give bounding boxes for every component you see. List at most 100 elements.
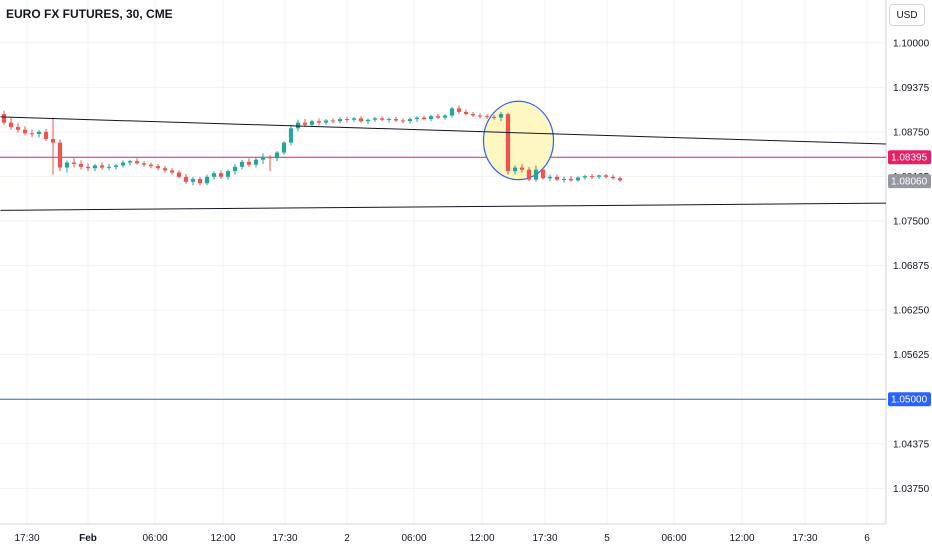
x-tick-label: 06:00 xyxy=(401,533,426,544)
x-tick-label: 06:00 xyxy=(661,533,686,544)
candle-body xyxy=(57,142,63,168)
x-tick-label: Feb xyxy=(79,533,97,544)
price-tag-label: 1.08395 xyxy=(891,153,928,164)
price-tag-bg xyxy=(888,150,931,165)
candle-body xyxy=(442,115,448,118)
price-tag: 1.08060 xyxy=(888,174,931,189)
price-tag: 1.08395 xyxy=(888,150,931,165)
price-tag-label: 1.05000 xyxy=(891,395,928,406)
candle-body xyxy=(85,166,91,169)
candle-body xyxy=(596,175,602,177)
candle-body xyxy=(148,164,154,167)
candle-body xyxy=(547,176,553,179)
candle-body xyxy=(358,118,364,122)
candle-body xyxy=(260,156,266,160)
candle-body xyxy=(407,119,413,122)
x-tick-label: 17:30 xyxy=(272,533,297,544)
candle-body xyxy=(64,162,70,168)
candle-body xyxy=(71,162,77,164)
y-tick-label: 1.06250 xyxy=(893,306,930,317)
candle-body xyxy=(183,176,189,182)
price-tag-bg xyxy=(888,174,931,189)
candle-body xyxy=(232,166,238,172)
candle-body xyxy=(568,178,574,181)
candle-body xyxy=(113,165,119,167)
candle-body xyxy=(617,178,623,181)
candle-body xyxy=(239,161,245,167)
candle-body xyxy=(302,122,308,125)
y-tick-label: 1.10000 xyxy=(893,38,930,49)
candle-body xyxy=(78,163,84,167)
candle-body xyxy=(134,161,140,164)
candle-body xyxy=(211,173,217,177)
candle-body xyxy=(589,176,595,178)
candle-body xyxy=(323,120,329,123)
candle-body xyxy=(379,118,385,120)
candle-body xyxy=(603,175,609,177)
candle-body xyxy=(582,176,588,178)
candle-body xyxy=(127,161,133,163)
candle-body xyxy=(288,128,294,143)
price-tag-bg xyxy=(888,392,931,407)
candle-body xyxy=(344,119,350,121)
x-tick-label: 17:30 xyxy=(532,533,557,544)
price-tag-label: 1.08060 xyxy=(891,177,928,188)
x-tick-label: 17:30 xyxy=(14,533,39,544)
candle-body xyxy=(141,163,147,165)
candle-body xyxy=(575,177,581,181)
candle-body xyxy=(316,121,322,123)
candle-body xyxy=(561,178,567,180)
candle-body xyxy=(22,129,28,134)
candle-body xyxy=(491,116,497,118)
y-tick-label: 1.03750 xyxy=(893,484,930,495)
y-tick-label: 1.04375 xyxy=(893,439,930,450)
highlight-ellipse xyxy=(482,100,555,181)
candle-body xyxy=(463,111,469,115)
candle-body xyxy=(197,178,203,184)
candle-body xyxy=(526,169,532,180)
candle-body xyxy=(400,120,406,122)
candle-body xyxy=(421,117,427,120)
candle-body xyxy=(533,169,539,180)
candle-body xyxy=(295,122,301,129)
candle-body xyxy=(477,115,483,117)
candle-body xyxy=(449,108,455,116)
candle-body xyxy=(484,116,490,118)
currency-button[interactable]: USD xyxy=(889,4,925,26)
x-tick-label: 12:00 xyxy=(729,533,754,544)
candle-body xyxy=(50,139,56,143)
candle-body xyxy=(204,176,210,184)
y-tick-label: 1.08750 xyxy=(893,127,930,138)
trendline xyxy=(0,116,887,145)
candle-body xyxy=(351,118,357,120)
candle-body xyxy=(253,159,259,165)
candle-body xyxy=(435,116,441,118)
candle-body xyxy=(8,122,14,127)
x-tick-label: 2 xyxy=(344,533,350,544)
chart-title: EURO FX FUTURES, 30, CME xyxy=(6,7,173,21)
candle-body xyxy=(120,162,126,166)
candle-body xyxy=(386,119,392,121)
candle-body xyxy=(498,114,504,118)
y-tick-label: 1.05625 xyxy=(893,350,930,361)
candle-body xyxy=(29,133,35,135)
candle-body xyxy=(554,176,560,180)
candle-body xyxy=(246,161,252,165)
candle-body xyxy=(162,168,168,171)
candle-body xyxy=(512,167,518,172)
candle-body xyxy=(155,166,161,169)
trendline xyxy=(0,202,887,211)
candle-body xyxy=(190,178,196,182)
candle-body xyxy=(519,167,525,170)
x-tick-label: 5 xyxy=(604,533,610,544)
x-tick-label: 17:30 xyxy=(792,533,817,544)
candle-body xyxy=(393,119,399,121)
x-tick-label: 6 xyxy=(864,533,870,544)
candle-body xyxy=(1,114,7,123)
candle-body xyxy=(330,120,336,122)
x-tick-label: 06:00 xyxy=(142,533,167,544)
candle-body xyxy=(106,166,112,168)
candle-body xyxy=(15,126,21,130)
